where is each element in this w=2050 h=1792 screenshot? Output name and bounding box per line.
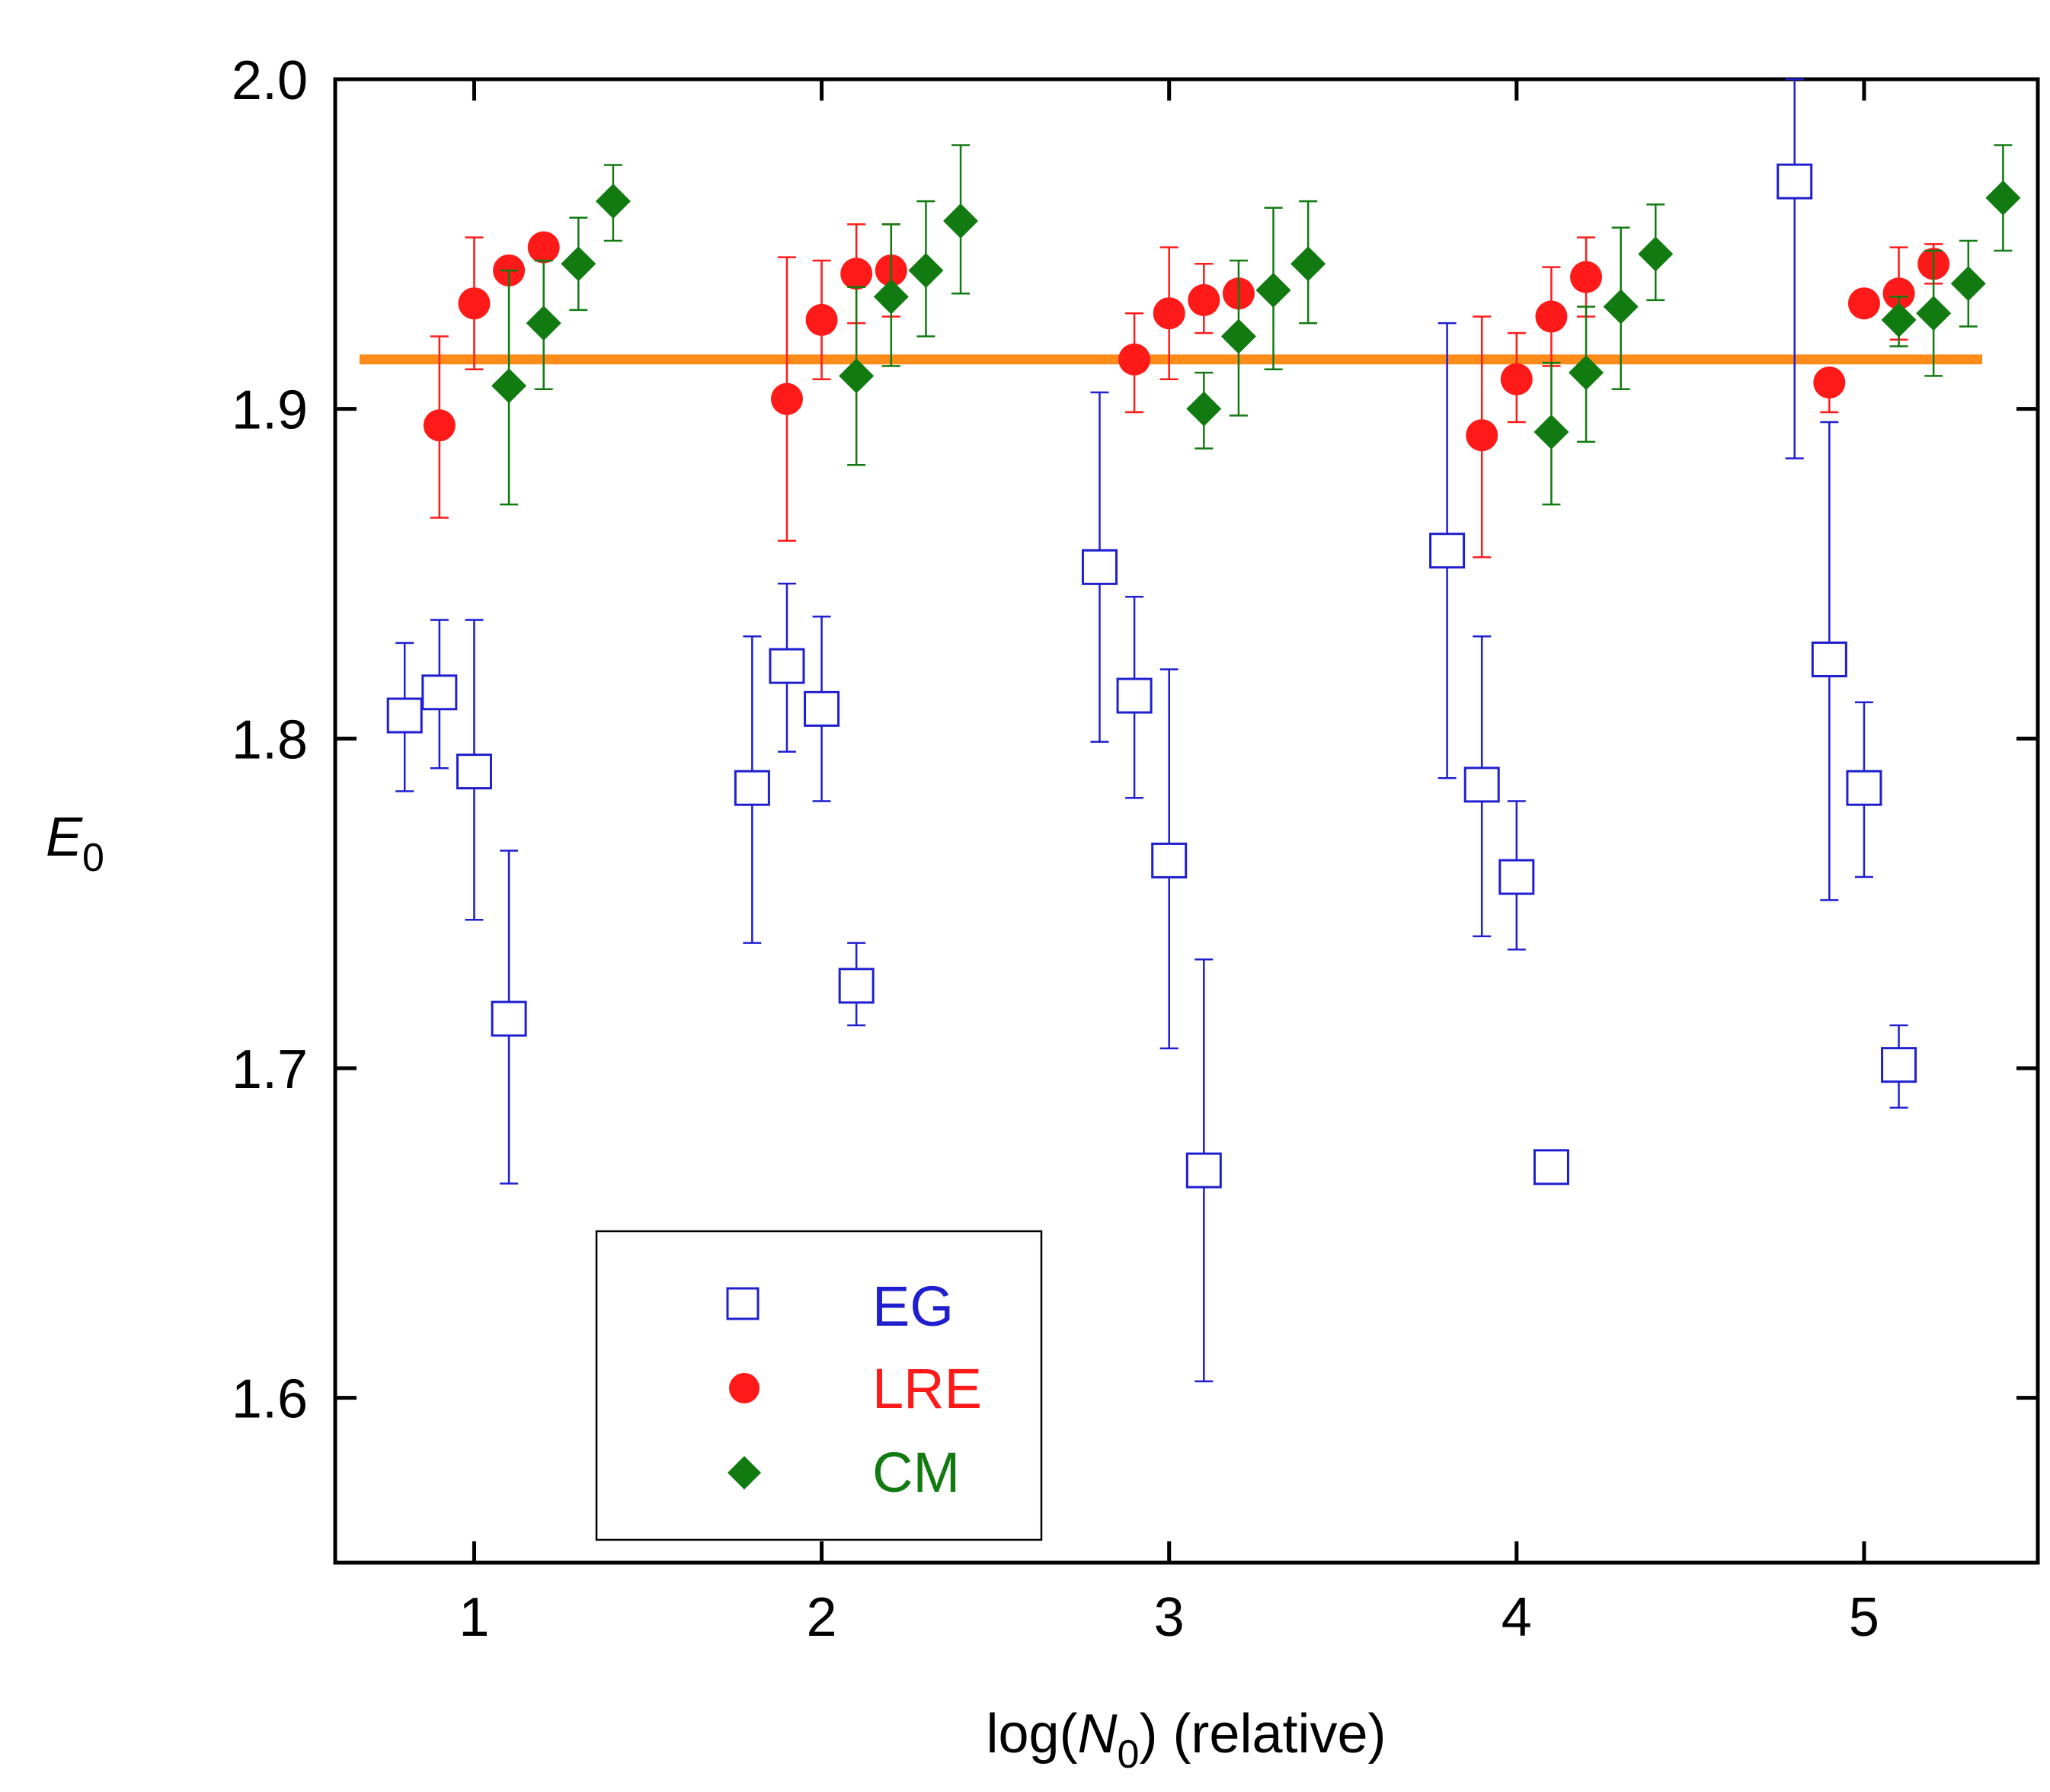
y-tick-label: 1.7 [232, 1039, 308, 1100]
data-point-cm [873, 279, 909, 315]
data-point-eg [1081, 549, 1118, 585]
legend: EG LRE CM [595, 1230, 1043, 1541]
data-point-lre [1570, 261, 1603, 293]
x-tick-label: 3 [1154, 1587, 1185, 1648]
y-axis-title-sub: 0 [82, 836, 104, 880]
data-point-eg [1116, 677, 1153, 714]
data-point-lre [805, 303, 838, 336]
y-axis-title-var: E [46, 807, 83, 868]
data-point-eg [1777, 163, 1813, 200]
data-point-cm [943, 203, 979, 239]
x-tick-label: 2 [807, 1587, 837, 1648]
data-point-cm [1603, 289, 1639, 325]
y-tick-label: 2.0 [232, 50, 308, 111]
data-point-cm [1186, 391, 1222, 427]
legend-box [595, 1230, 1043, 1541]
x-axis-title-var: N [1078, 1704, 1118, 1765]
data-point-cm [595, 184, 631, 219]
data-point-lre [840, 258, 873, 290]
data-point-lre [770, 382, 803, 415]
data-point-lre [1500, 363, 1533, 395]
x-axis-title-sub: 0 [1118, 1733, 1140, 1777]
plot-frame [333, 77, 2040, 1565]
data-point-cm [1569, 355, 1604, 391]
data-point-cm [908, 252, 944, 288]
data-point-eg [386, 697, 423, 734]
data-point-eg [421, 674, 458, 711]
data-point-eg [1498, 859, 1535, 895]
data-point-eg [1881, 1047, 1917, 1083]
data-point-cm [491, 368, 527, 404]
x-tick-label: 1 [459, 1587, 489, 1648]
data-point-eg [1533, 1149, 1569, 1186]
x-tick-label: 4 [1502, 1587, 1532, 1648]
series-cm [491, 144, 2021, 506]
data-point-cm [1916, 296, 1952, 331]
data-point-cm [839, 358, 875, 394]
legend-cm-marker [728, 1456, 761, 1490]
series-lre [423, 223, 1950, 558]
data-point-lre [458, 287, 491, 320]
data-point-lre [1153, 297, 1185, 330]
data-point-cm [1534, 414, 1569, 450]
x-axis-title-post: ) (relative) [1139, 1704, 1386, 1765]
data-point-cm [1220, 318, 1256, 354]
data-point-cm [1950, 266, 1986, 302]
data-point-eg [491, 1000, 527, 1037]
data-point-eg [1463, 766, 1500, 803]
data-point-lre [1535, 300, 1568, 333]
tick-layer: 1.6 1.7 1.8 1.9 2.0 1 2 3 4 5 [232, 50, 2038, 1648]
data-point-cm [1255, 272, 1291, 308]
data-point-lre [423, 409, 456, 442]
legend-lre-marker [729, 1373, 760, 1403]
data-point-lre [527, 231, 560, 264]
error-bar [1785, 78, 1804, 459]
data-point-eg [769, 648, 805, 684]
y-axis-title: E0 [46, 807, 104, 880]
x-tick-label: 5 [1849, 1587, 1879, 1648]
data-point-cm [1638, 236, 1674, 272]
data-point-lre [1188, 283, 1220, 316]
legend-eg-label: EG [872, 1275, 954, 1338]
data-point-eg [1185, 1152, 1222, 1189]
series-eg [386, 78, 1917, 1383]
data-point-cm [1290, 246, 1326, 282]
legend-lre-label: LRE [872, 1357, 982, 1420]
data-point-eg [456, 754, 492, 790]
data-point-cm [1881, 302, 1917, 338]
legend-eg-marker [726, 1287, 760, 1320]
data-point-eg [838, 968, 875, 1004]
data-point-lre [1118, 343, 1151, 376]
y-tick-label: 1.6 [232, 1369, 308, 1430]
legend-cm-label: CM [872, 1441, 960, 1504]
y-tick-label: 1.8 [232, 709, 308, 770]
data-point-eg [1429, 533, 1466, 569]
x-axis-title-pre: log( [986, 1704, 1077, 1765]
series-layer [386, 78, 2021, 1383]
data-point-cm [526, 306, 561, 341]
data-point-eg [1846, 770, 1882, 806]
y-tick-label: 1.9 [232, 380, 308, 441]
data-point-eg [804, 690, 840, 727]
data-point-lre [1813, 366, 1846, 399]
x-axis-title: log(N0) (relative) [986, 1704, 1386, 1777]
data-point-lre [1882, 277, 1915, 310]
data-point-eg [1151, 842, 1188, 878]
data-point-cm [561, 246, 596, 282]
data-point-eg [734, 770, 770, 806]
data-point-lre [1847, 287, 1880, 320]
data-point-cm [1985, 180, 2021, 216]
data-point-lre [1466, 419, 1498, 452]
data-point-eg [1811, 641, 1847, 677]
